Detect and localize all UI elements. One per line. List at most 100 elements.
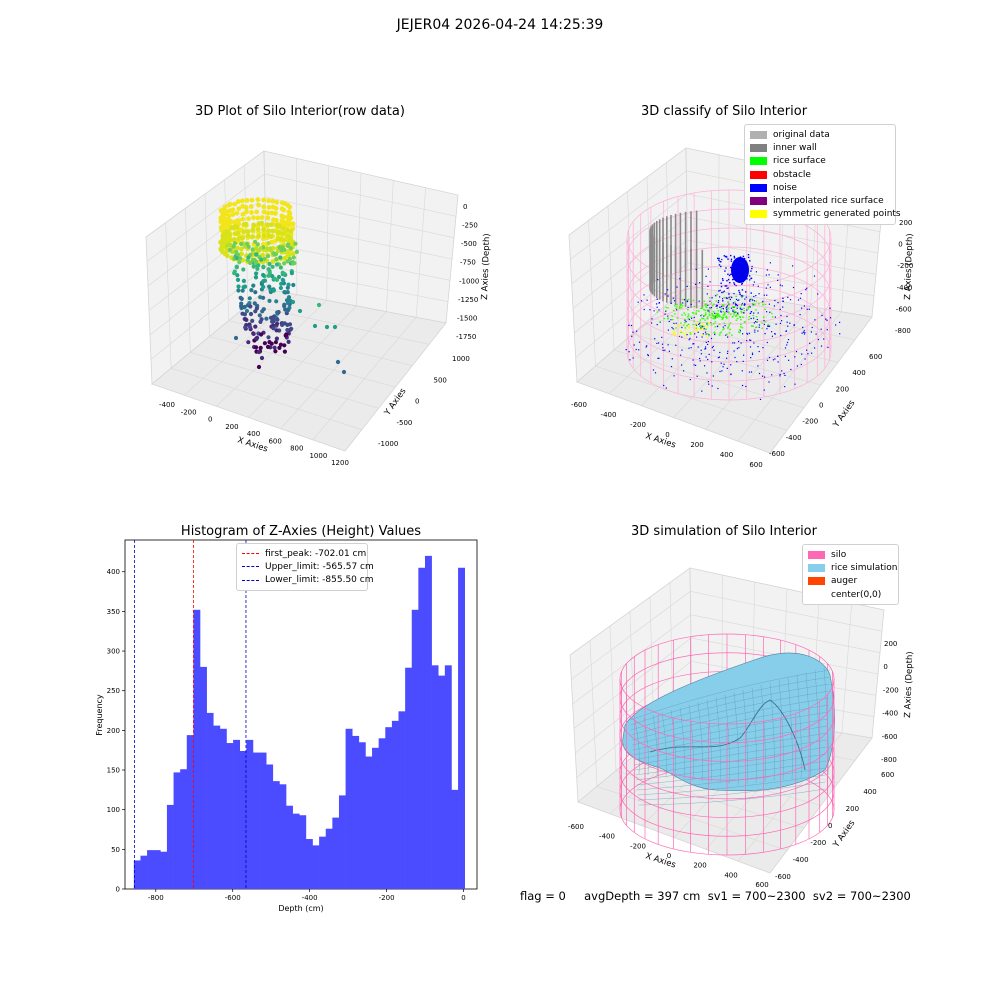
noise-point <box>787 296 789 298</box>
histogram-bar <box>166 804 174 889</box>
noise-point <box>640 300 643 302</box>
rice-surface-point <box>712 311 715 313</box>
noise-point <box>646 299 648 301</box>
noise-point <box>706 293 708 295</box>
noise-point <box>730 373 732 376</box>
simulation-x-tick-label: -400 <box>599 833 615 841</box>
noise-point <box>743 257 746 260</box>
rice-surface-point <box>718 316 720 318</box>
histogram-bar <box>338 795 346 889</box>
noise-point <box>712 345 714 347</box>
rice-surface-point <box>771 316 774 318</box>
raw-data-point <box>244 198 250 203</box>
rice-surface-gridline <box>796 674 802 779</box>
raw-data-point <box>282 271 287 276</box>
rice-surface-point <box>755 316 758 318</box>
classify-legend-swatch <box>750 130 767 139</box>
noise-point <box>806 349 808 351</box>
raw-data-point <box>236 206 242 212</box>
raw-data-point <box>228 237 233 243</box>
raw-data-point <box>250 227 256 233</box>
rice-surface-point <box>674 313 676 315</box>
rice-surface-point <box>706 317 709 320</box>
noise-point <box>814 319 816 321</box>
histogram-bar <box>378 738 386 889</box>
rice-surface-point <box>684 314 687 316</box>
raw-z-tick-label: -1000 <box>459 277 479 285</box>
noise-point <box>707 304 709 306</box>
noise-point <box>821 314 823 317</box>
noise-point <box>662 347 664 349</box>
simulation-legend-swatch <box>808 577 825 586</box>
raw-plot-title: 3D Plot of Silo Interior(row data) <box>195 104 405 119</box>
raw-data-point <box>249 210 254 215</box>
noise-point <box>716 304 718 307</box>
rice-surface-point <box>704 319 706 321</box>
noise-point <box>686 301 688 303</box>
noise-point <box>730 296 733 299</box>
noise-point <box>774 299 776 302</box>
raw-data-point <box>261 227 266 232</box>
raw-data-point <box>287 204 293 210</box>
raw-data-point <box>236 284 241 289</box>
raw-data-point <box>272 345 277 350</box>
noise-point <box>780 314 782 317</box>
noise-point <box>749 275 751 277</box>
classify-y-tick-label: 400 <box>852 369 865 377</box>
rice-surface-point <box>692 312 695 314</box>
rice-surface-point <box>683 312 685 314</box>
rice-surface-point <box>667 318 669 320</box>
histogram-x-tick-label: 0 <box>461 894 465 902</box>
raw-data-point <box>264 316 269 321</box>
noise-point <box>730 266 732 269</box>
histogram-bar <box>213 725 221 889</box>
rice-surface-ridge <box>649 699 806 771</box>
raw-data-point <box>248 311 254 317</box>
rice-surface-point <box>741 303 743 305</box>
histogram-bar <box>206 712 214 889</box>
rice-surface-gridline <box>814 669 820 777</box>
rice-surface-point <box>711 314 714 316</box>
rice-surface-gridline <box>636 760 827 786</box>
raw-data-point <box>239 241 244 247</box>
noise-point <box>768 381 770 383</box>
rice-surface-point <box>727 326 730 328</box>
rice-surface-point <box>713 318 716 320</box>
classify-x-tick-label: -200 <box>630 421 646 429</box>
raw-data-point <box>286 295 292 300</box>
rice-surface-point <box>752 314 755 317</box>
histogram-y-tick-label: 50 <box>111 846 120 854</box>
noise-point <box>723 363 725 365</box>
noise-point <box>700 315 702 317</box>
rice-surface-point <box>727 308 729 310</box>
noise-point <box>769 311 771 313</box>
histogram-bar <box>431 665 439 889</box>
rice-surface-point <box>704 314 706 317</box>
noise-point <box>743 312 745 314</box>
noise-point <box>779 373 781 376</box>
classify-legend-swatch <box>750 157 767 166</box>
raw-z-tick-label: -250 <box>462 222 478 230</box>
noise-point <box>779 375 781 377</box>
noise-point <box>699 357 701 360</box>
rice-surface-point <box>722 316 725 319</box>
classify-x-tick-label: 200 <box>690 441 703 449</box>
rice-surface-point <box>676 304 678 306</box>
simulation-z-tick-label: 0 <box>883 663 887 671</box>
noise-point <box>820 328 822 330</box>
rice-surface-point <box>713 331 716 333</box>
noise-point <box>667 289 669 291</box>
rice-surface-point <box>771 312 773 315</box>
simulation-legend: silo rice simulation auger center(0,0) <box>802 544 899 606</box>
raw-data-point <box>232 237 237 242</box>
raw-data-point <box>234 256 239 261</box>
rice-surface-point <box>735 315 737 317</box>
noise-point <box>753 281 755 283</box>
noise-point <box>750 371 753 373</box>
noise-point <box>802 331 804 333</box>
noise-point <box>774 333 776 335</box>
classify-x-tick-label: -400 <box>601 411 617 419</box>
rice-surface-point <box>719 332 721 334</box>
noise-point <box>727 350 729 352</box>
noise-point <box>749 346 752 348</box>
